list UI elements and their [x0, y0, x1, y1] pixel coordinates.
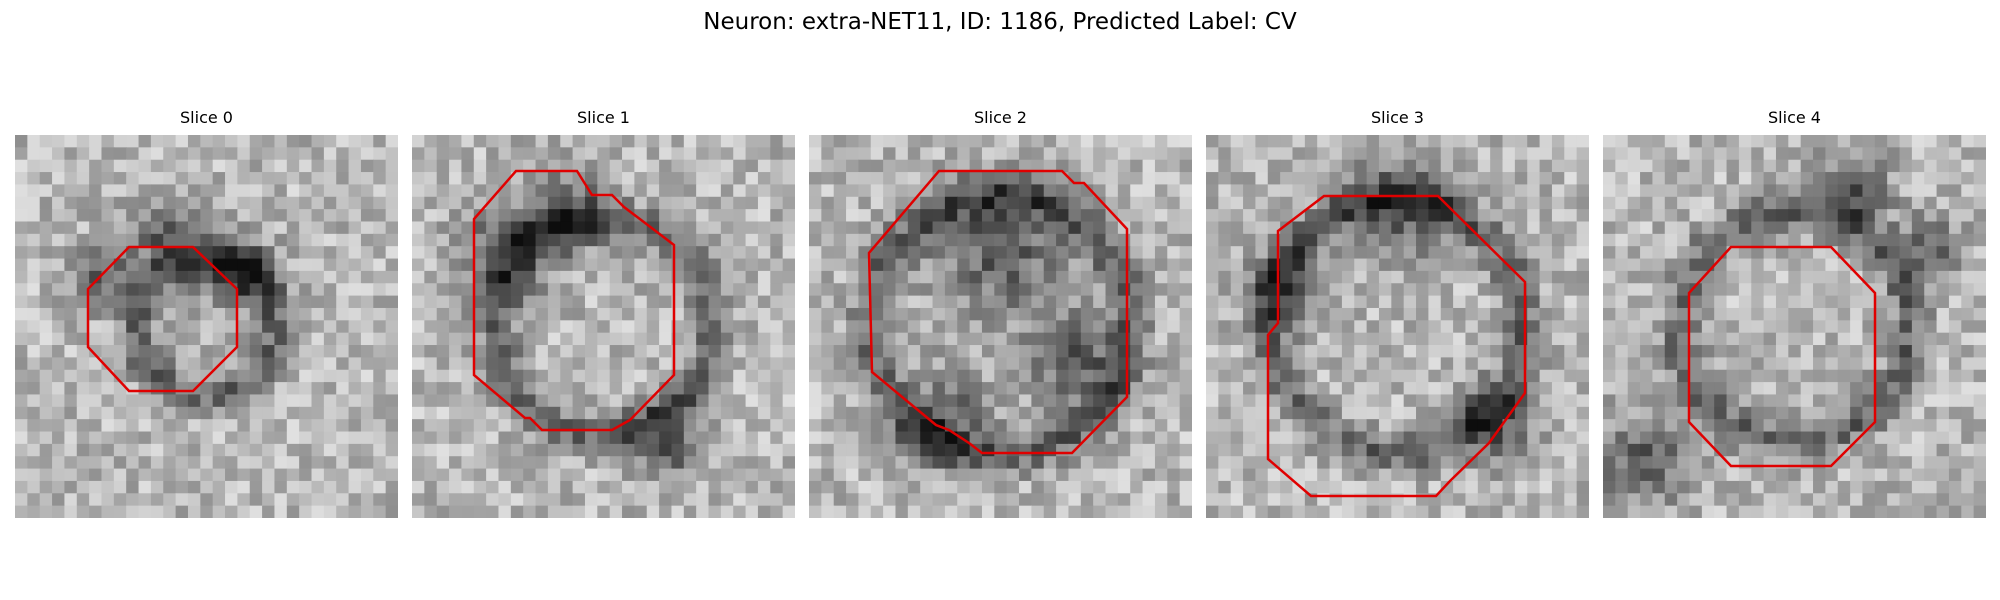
slice-image-0	[15, 135, 398, 518]
slice-title-4: Slice 4	[1768, 108, 1821, 127]
slice-title-1: Slice 1	[577, 108, 630, 127]
slice-image-2	[809, 135, 1192, 518]
pixel-grid	[809, 135, 1192, 518]
slice-title-0: Slice 0	[180, 108, 233, 127]
cell-contour	[1266, 194, 1527, 498]
cell-contour	[867, 169, 1129, 455]
cell-contour	[86, 245, 239, 393]
pixel-grid	[1603, 135, 1986, 518]
pixel-grid	[412, 135, 795, 518]
slice-title-3: Slice 3	[1371, 108, 1424, 127]
slice-panel-0: Slice 0	[15, 108, 398, 518]
cell-contour	[472, 169, 676, 432]
figure-title: Neuron: extra-NET11, ID: 1186, Predicted…	[703, 9, 1297, 35]
slice-image-3	[1206, 135, 1589, 518]
cell-contour	[1687, 245, 1877, 468]
slice-panel-4: Slice 4	[1603, 108, 1986, 518]
slice-panel-1: Slice 1	[412, 108, 795, 518]
slice-panel-2: Slice 2	[809, 108, 1192, 518]
slice-panel-3: Slice 3	[1206, 108, 1589, 518]
slice-image-1	[412, 135, 795, 518]
slice-title-2: Slice 2	[974, 108, 1027, 127]
pixel-grid	[1206, 135, 1589, 518]
pixel-grid	[15, 135, 398, 518]
slice-image-4	[1603, 135, 1986, 518]
